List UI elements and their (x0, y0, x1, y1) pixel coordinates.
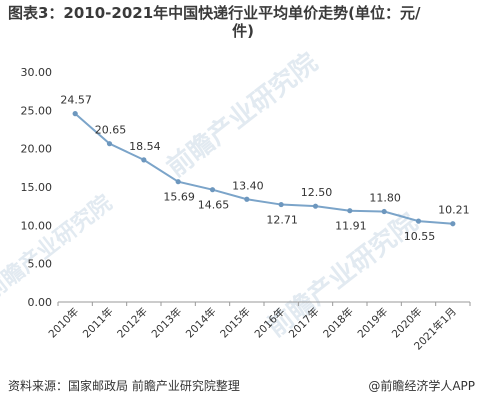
x-tick-label: 2020年 (389, 305, 425, 341)
x-tick-label: 2013年 (149, 305, 185, 341)
y-tick-label: 30.00 (21, 66, 53, 79)
data-point (381, 208, 387, 215)
x-tick-label: 2016年 (252, 305, 288, 341)
data-label: 14.65 (198, 199, 230, 212)
data-label: 11.80 (369, 192, 401, 205)
data-point (450, 221, 456, 227)
data-label: 13.40 (232, 179, 264, 192)
data-point (312, 203, 319, 209)
y-tick-label: 5.00 (28, 258, 53, 271)
x-tick-label: 2017年 (286, 305, 322, 341)
y-tick-label: 15.00 (21, 181, 53, 194)
x-tick-label: 2011年 (80, 305, 116, 341)
data-label: 20.65 (95, 124, 127, 137)
series-line (74, 112, 453, 225)
data-label: 12.71 (266, 214, 298, 227)
data-label: 12.50 (301, 186, 333, 199)
data-point (347, 208, 353, 214)
data-point (415, 218, 422, 224)
data-point (278, 201, 284, 208)
data-point (244, 196, 250, 202)
data-label: 18.54 (129, 140, 161, 153)
y-tick-label: 20.00 (21, 143, 53, 156)
y-tick-label: 0.00 (28, 296, 53, 309)
x-tick-label: 2018年 (320, 305, 356, 341)
data-label: 10.55 (404, 230, 436, 243)
data-label: 11.91 (335, 220, 367, 233)
source-note: 资料来源：国家邮政局 前瞻产业研究院整理 (8, 379, 240, 393)
data-point (175, 179, 181, 185)
y-tick-label: 10.00 (21, 219, 53, 232)
x-tick-label: 2012年 (114, 305, 150, 341)
chart-title-line2: 件) (232, 22, 254, 40)
x-tick-label: 2010年 (46, 305, 82, 341)
data-label: 24.57 (60, 94, 92, 107)
data-point (209, 187, 216, 193)
data-label: 10.21 (438, 204, 470, 217)
chart-title-line1: 图表3：2010-2021年中国快递行业平均单价走势(单位：元/ (8, 4, 421, 22)
data-point (141, 157, 147, 163)
x-tick-label: 2015年 (217, 305, 253, 341)
x-tick-label: 2019年 (355, 305, 391, 341)
data-point (72, 111, 78, 117)
data-point (106, 141, 113, 147)
data-label: 15.69 (163, 191, 195, 204)
x-tick-label: 2014年 (183, 305, 219, 341)
brand-credit: @前瞻经济学人APP (368, 379, 475, 393)
chart-title: 图表3：2010-2021年中国快递行业平均单价走势(单位：元/ 件) (8, 4, 478, 40)
y-tick-label: 25.00 (21, 104, 53, 117)
